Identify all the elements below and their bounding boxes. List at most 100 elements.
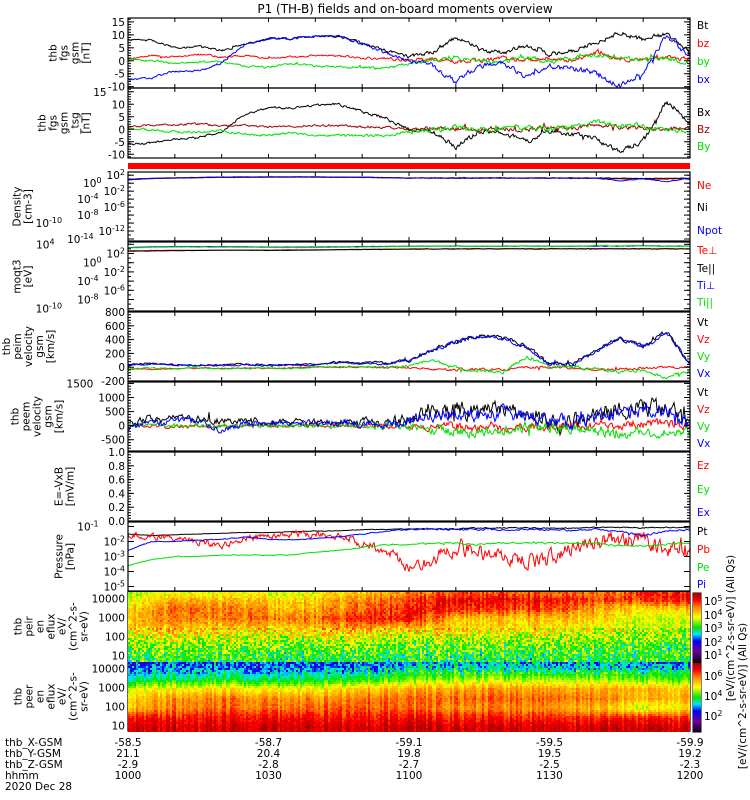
- y-tick-label: -200: [101, 376, 125, 388]
- date-label: 2020 Dec 28: [5, 781, 72, 793]
- y-axis-label: eV/: [57, 617, 69, 635]
- y-axis-label: gsm: [69, 42, 81, 64]
- colorbar-tick-label: 104: [704, 689, 723, 703]
- y-tick-label: 100: [83, 256, 101, 270]
- y-tick-label: 0: [118, 56, 125, 68]
- y-axis-label: thb: [47, 44, 59, 62]
- panel-peem_velocity: 1500 1000 500 0 -500 Vt Vz Vy Vx thb peem velocity g…: [10, 378, 710, 452]
- axis-row-label: thb_Z-GSM: [5, 759, 63, 771]
- y-axis-label: velocity: [23, 326, 35, 367]
- y-tick-label: 0: [118, 362, 125, 374]
- y-tick-label: 10-8: [77, 208, 98, 222]
- y-tick-label: 10-4: [77, 274, 98, 288]
- colorbar-tick-label: 102: [704, 709, 723, 723]
- y-axis-label: (cm^2-s-: [68, 672, 80, 721]
- legend-ti: Ti⊥: [696, 280, 715, 292]
- y-tick-label: 102: [107, 168, 125, 182]
- y-tick-label: 1500: [67, 378, 94, 390]
- axis-row-value: 1100: [396, 770, 423, 782]
- legend-vy: Vy: [697, 421, 710, 433]
- series-line-bt: [128, 31, 690, 59]
- y-tick-label: 400: [105, 335, 125, 347]
- y-axis-label: Pressure: [53, 534, 65, 579]
- legend-by: by: [697, 56, 710, 68]
- legend-vx: Vx: [697, 368, 710, 380]
- panel-pressure: 10-1 10-210-310-410-5 Pt Pb Pe Pi Pressure [nPa…: [53, 520, 710, 594]
- legend-by: By: [697, 141, 710, 153]
- y-tick-label: 1000: [98, 683, 125, 695]
- y-tick-label: 102: [107, 247, 125, 261]
- axis-row-value: 1130: [536, 770, 563, 782]
- series-line-te: [128, 247, 690, 252]
- y-tick-label: 800: [105, 307, 125, 319]
- y-tick-label: 1000: [98, 613, 125, 625]
- y-axis-label: sr-eV): [79, 681, 91, 712]
- axis-row-value: 1200: [677, 770, 704, 782]
- y-axis-label: moqt3: [12, 259, 24, 293]
- panel-e_vxb: 1.0 0.8 0.60.4 0.2 0.0 Ez Ey Ex E=-VxB [mV/m]: [53, 447, 710, 528]
- legend-vx: Vx: [697, 438, 710, 450]
- electron-spectrogram: [128, 662, 690, 732]
- y-tick-label: 0.8: [108, 461, 125, 473]
- y-axis-label: [mV/m]: [64, 467, 76, 506]
- y-tick-label: 10-2: [104, 535, 125, 549]
- y-axis-label: peer: [24, 684, 36, 709]
- axis-row-value: 19.2: [678, 748, 701, 760]
- y-tick-label: 10: [112, 650, 125, 662]
- axis-row-value: 19.5: [538, 748, 561, 760]
- y-axis-label: fgs: [58, 45, 70, 61]
- plot-title: P1 (TH-B) fields and on-board moments ov…: [257, 2, 553, 16]
- y-tick-label: 104: [36, 237, 54, 251]
- y-tick-label: 10-4: [104, 565, 125, 579]
- y-tick-label: 10: [112, 99, 125, 111]
- y-tick-label: -10: [108, 82, 125, 94]
- series-line-npot: [128, 176, 690, 183]
- axis-row-value: 1030: [255, 770, 282, 782]
- y-axis-label: [eV]: [23, 266, 35, 288]
- y-axis-label: eflux: [46, 684, 58, 710]
- legend-ez: Ez: [697, 460, 710, 472]
- axis-row-value: -2.8: [258, 759, 279, 771]
- colorbar-tick-label: 102: [704, 634, 723, 649]
- axis-row-value: 19.8: [397, 748, 420, 760]
- y-tick-label: 10-10: [36, 216, 62, 230]
- axis-row-value: -2.7: [399, 759, 420, 771]
- legend-vz: Vz: [697, 404, 710, 416]
- legend-vy: Vy: [697, 351, 710, 363]
- y-tick-label: 10-6: [104, 283, 125, 297]
- y-tick-label: 15: [112, 17, 125, 29]
- legend-bx: bx: [697, 74, 710, 86]
- series-line-pi: [128, 527, 690, 552]
- panel-frame: [127, 17, 691, 89]
- y-tick-label: 10-2: [104, 184, 125, 198]
- y-tick-label: 200: [105, 348, 125, 360]
- axis-row-value: 1000: [115, 770, 142, 782]
- y-axis-label: eV/: [57, 687, 69, 705]
- axis-row-value: -59.5: [536, 737, 563, 749]
- y-axis-label: thb: [13, 617, 25, 635]
- legend-ni: Ni: [697, 202, 708, 214]
- y-tick-label: 1000: [98, 392, 125, 404]
- y-tick-label: 100: [105, 631, 125, 643]
- y-axis-label: [km/s]: [45, 330, 57, 364]
- y-axis-label: eflux: [46, 614, 58, 640]
- y-tick-label: 5: [118, 43, 125, 55]
- series-line-pt: [128, 526, 690, 537]
- y-tick-label: 0: [118, 124, 125, 136]
- y-tick-label: 0.4: [108, 488, 125, 500]
- y-tick-label: 10-6: [104, 200, 125, 214]
- series-line-bz: [128, 121, 690, 133]
- legend-ex: Ex: [697, 507, 710, 519]
- y-tick-label: 100: [83, 176, 101, 190]
- y-tick-label: -10: [108, 149, 125, 161]
- y-axis-label: peim: [12, 333, 24, 359]
- y-tick-label: 5: [118, 112, 125, 124]
- y-axis-label: thb: [10, 407, 22, 425]
- legend-pi: Pi: [697, 579, 706, 591]
- legend-bz: Bz: [697, 124, 710, 136]
